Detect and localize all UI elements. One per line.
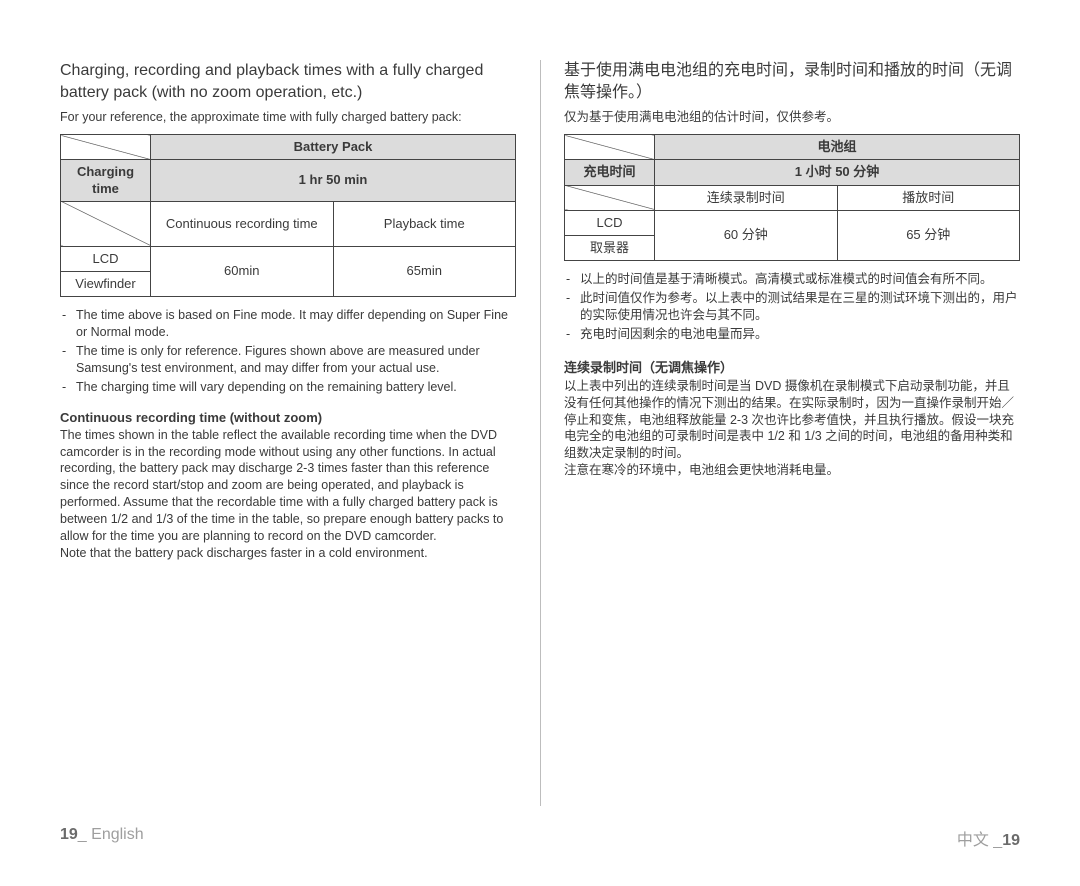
subtext-zh: 仅为基于使用满电电池组的估计时间，仅供参考。 — [564, 109, 1020, 126]
td-lcd-zh: LCD — [565, 210, 655, 235]
body2-en: Note that the battery pack discharges fa… — [60, 545, 516, 562]
footer-lang-en: English — [91, 826, 143, 843]
chinese-column: 基于使用满电电池组的充电时间，录制时间和播放的时间（无调焦等操作。） 仅为基于使… — [540, 60, 1020, 856]
td-lcd: LCD — [61, 246, 151, 271]
footer-right: 中文 _19 — [957, 826, 1020, 850]
column-divider — [540, 60, 541, 806]
td-charging-value-zh: 1 小时 50 分钟 — [655, 160, 1020, 185]
page-number: 19 — [60, 826, 78, 843]
body-en: The times shown in the table reflect the… — [60, 427, 516, 545]
td-col-rec: Continuous recording time — [151, 201, 334, 246]
td-val-rec: 60min — [151, 246, 334, 297]
td-col-play-zh: 播放时间 — [837, 185, 1020, 210]
manual-page: Charging, recording and playback times w… — [0, 0, 1080, 886]
note-item: The time above is based on Fine mode. It… — [60, 307, 516, 341]
diagonal-cell — [61, 201, 151, 246]
notes-zh: 以上的时间值是基于清晰模式。高清模式或标准模式的时间值会有所不同。 此时间值仅作… — [564, 271, 1020, 343]
footer-left: 19_ English — [60, 826, 144, 850]
diagonal-cell — [565, 135, 655, 160]
td-col-play: Playback time — [333, 201, 516, 246]
note-item: The time is only for reference. Figures … — [60, 343, 516, 377]
footer-lang-zh: 中文 — [957, 832, 989, 849]
heading-en: Charging, recording and playback times w… — [60, 60, 516, 103]
td-col-rec-zh: 连续录制时间 — [655, 185, 838, 210]
note-item: The charging time will vary depending on… — [60, 379, 516, 396]
diagonal-cell — [61, 135, 151, 160]
td-val-rec-zh: 60 分钟 — [655, 210, 838, 261]
section-title-en: Continuous recording time (without zoom) — [60, 410, 516, 425]
english-column: Charging, recording and playback times w… — [60, 60, 540, 856]
th-battery-pack-zh: 电池组 — [655, 135, 1020, 160]
note-item: 此时间值仅作为参考。以上表中的测试结果是在三星的测试环境下测出的，用户的实际使用… — [564, 290, 1020, 324]
note-item: 以上的时间值是基于清晰模式。高清模式或标准模式的时间值会有所不同。 — [564, 271, 1020, 288]
td-val-play-zh: 65 分钟 — [837, 210, 1020, 261]
td-charging-value: 1 hr 50 min — [151, 160, 516, 202]
heading-zh: 基于使用满电电池组的充电时间，录制时间和播放的时间（无调焦等操作。） — [564, 60, 1020, 103]
note-item: 充电时间因剩余的电池电量而异。 — [564, 326, 1020, 343]
td-vf-zh: 取景器 — [565, 236, 655, 261]
section-title-zh: 连续录制时间（无调焦操作） — [564, 357, 1020, 376]
battery-table-en: Battery Pack Charging time 1 hr 50 min C… — [60, 134, 516, 297]
page-footer: 19_ English 中文 _19 — [60, 826, 1020, 850]
body-zh: 以上表中列出的连续录制时间是当 DVD 摄像机在录制模式下启动录制功能，并且没有… — [564, 378, 1020, 462]
footer-sep: _ — [989, 832, 1002, 849]
subtext-en: For your reference, the approximate time… — [60, 109, 516, 126]
notes-en: The time above is based on Fine mode. It… — [60, 307, 516, 395]
th-charging-time: Charging time — [61, 160, 151, 202]
th-battery-pack: Battery Pack — [151, 135, 516, 160]
td-val-play: 65min — [333, 246, 516, 297]
body2-zh: 注意在寒冷的环境中，电池组会更快地消耗电量。 — [564, 462, 1020, 479]
battery-table-zh: 电池组 充电时间 1 小时 50 分钟 连续录制时间 播放时间 LCD 60 分… — [564, 134, 1020, 261]
td-viewfinder: Viewfinder — [61, 272, 151, 297]
th-charging-time-zh: 充电时间 — [565, 160, 655, 185]
page-number: 19 — [1002, 832, 1020, 849]
footer-sep: _ — [78, 826, 91, 843]
diagonal-cell — [565, 185, 655, 210]
